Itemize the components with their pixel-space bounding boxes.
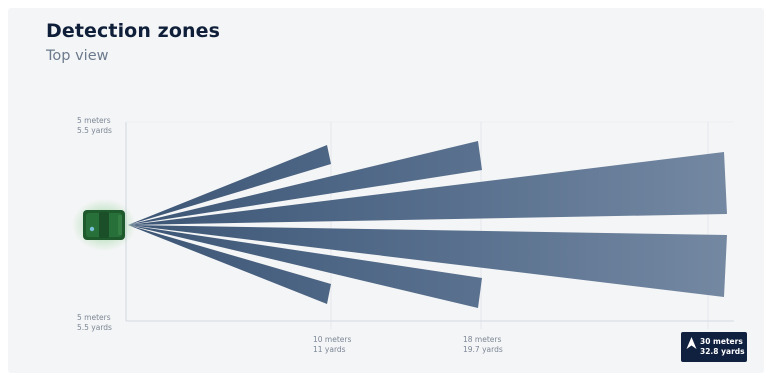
beam-long-upper bbox=[128, 152, 727, 225]
radar-sensor-icon bbox=[72, 199, 136, 251]
beam-medium-lower bbox=[128, 225, 482, 308]
tick-label-10m: 10 meters 11 yards bbox=[313, 335, 352, 354]
beam-medium-upper bbox=[128, 141, 482, 225]
chevron-up-arrow-icon bbox=[686, 337, 697, 349]
top-left-distance-label: 5 meters 5.5 yards bbox=[77, 116, 112, 135]
page-title: Detection zones bbox=[46, 20, 221, 42]
beam-short-lower bbox=[128, 225, 331, 304]
page-subtitle: Top view bbox=[46, 48, 109, 64]
range-badge-label: 30 meters 32.8 yards bbox=[700, 337, 745, 356]
beam-long-lower bbox=[128, 225, 727, 297]
detection-beams bbox=[128, 141, 727, 308]
bottom-left-distance-label: 5 meters 5.5 yards bbox=[77, 313, 112, 332]
range-badge-30m bbox=[681, 332, 747, 362]
tick-label-18m: 18 meters 19.7 yards bbox=[463, 335, 503, 354]
beam-short-upper bbox=[128, 145, 331, 225]
